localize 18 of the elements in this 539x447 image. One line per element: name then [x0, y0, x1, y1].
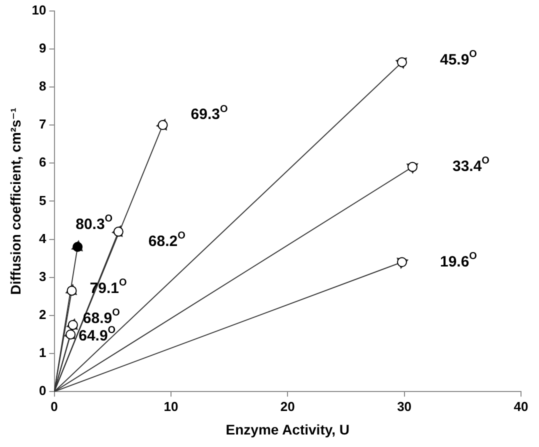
- y-tick-label: 7: [39, 116, 46, 132]
- x-tick-label: 10: [164, 398, 178, 414]
- y-tick-label: 5: [39, 192, 46, 208]
- y-tick-label: 4: [39, 230, 48, 246]
- y-tick-label: 0: [39, 383, 46, 398]
- y-tick-label: 2: [39, 307, 46, 322]
- x-tick-label: 0: [50, 398, 58, 414]
- y-tick-label: 10: [32, 2, 46, 18]
- y-axis-title: Diffusion coefficient, cm²s⁻¹: [7, 107, 24, 295]
- x-axis-title: Enzyme Activity, U: [226, 421, 350, 438]
- x-tick-label: 30: [397, 398, 412, 414]
- x-tick-label: 40: [514, 398, 528, 414]
- y-tick-label: 3: [39, 268, 46, 284]
- y-tick-label: 8: [39, 78, 46, 94]
- y-tick-label: 9: [39, 40, 46, 56]
- x-tick-label: 20: [280, 398, 295, 414]
- y-tick-label: 6: [39, 154, 46, 170]
- y-tick-label: 1: [39, 345, 46, 360]
